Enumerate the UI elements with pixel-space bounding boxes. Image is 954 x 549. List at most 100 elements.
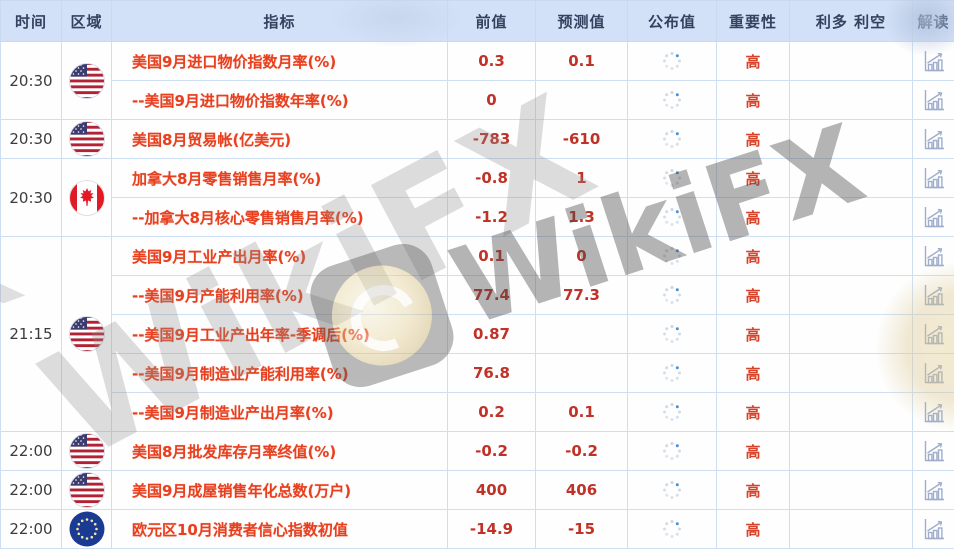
previous-value: 0.1 <box>447 236 536 276</box>
eu-flag-icon <box>68 511 106 548</box>
previous-value: 0.3 <box>447 41 536 81</box>
region-cell <box>61 41 112 120</box>
importance-badge: 高 <box>716 158 790 198</box>
importance-badge: 高 <box>716 197 790 237</box>
table-row[interactable]: 21:15 <box>0 236 954 432</box>
chart-icon[interactable] <box>921 243 947 269</box>
forecast-value: -0.2 <box>535 431 628 471</box>
chart-icon[interactable] <box>921 126 947 152</box>
loading-spinner-icon <box>661 89 683 111</box>
previous-value: 400 <box>447 470 536 510</box>
time-cell: 22:00 <box>0 509 62 549</box>
time-cell: 22:00 <box>0 431 62 471</box>
published-value-cell <box>627 392 717 432</box>
bias-cell <box>789 236 913 276</box>
bias-cell <box>789 80 913 120</box>
published-value-cell <box>627 431 717 471</box>
interpretation-cell[interactable] <box>912 353 954 393</box>
table-row[interactable]: 22:00 欧元区10月消费者信心指数初值 -14.9 -15 <box>0 509 954 549</box>
previous-value: 0.2 <box>447 392 536 432</box>
forecast-value: 406 <box>535 470 628 510</box>
time-cell: 22:00 <box>0 470 62 510</box>
importance-badge: 高 <box>716 353 790 393</box>
table-row[interactable]: --美国9月工业产出年率-季调后(%) 0.87 高 <box>1 314 954 354</box>
chart-icon[interactable] <box>921 282 947 308</box>
interpretation-cell[interactable] <box>912 431 954 471</box>
chart-icon[interactable] <box>921 360 947 386</box>
interpretation-cell[interactable] <box>912 197 954 237</box>
bias-cell <box>789 509 913 549</box>
table-row[interactable]: --美国9月产能利用率(%) 77.4 77.3 高 <box>1 275 954 315</box>
previous-value: 76.8 <box>447 353 536 393</box>
forecast-value <box>535 353 628 393</box>
chart-icon[interactable] <box>921 477 947 503</box>
indicator-cell: 美国9月工业产出月率(%) <box>111 236 448 276</box>
interpretation-cell[interactable] <box>912 236 954 276</box>
previous-value: -0.8 <box>447 158 536 198</box>
loading-spinner-icon <box>661 479 683 501</box>
bias-cell <box>789 392 913 432</box>
chart-icon[interactable] <box>921 204 947 230</box>
chart-icon[interactable] <box>921 321 947 347</box>
loading-spinner-icon <box>661 440 683 462</box>
previous-value: 0 <box>447 80 536 120</box>
importance-badge: 高 <box>716 314 790 354</box>
table-row[interactable]: --美国9月进口物价指数年率(%) 0 高 <box>1 80 954 120</box>
interpretation-cell[interactable] <box>912 158 954 198</box>
region-cell <box>61 509 112 549</box>
interpretation-cell[interactable] <box>912 314 954 354</box>
chart-icon[interactable] <box>921 438 947 464</box>
forecast-value: 77.3 <box>535 275 628 315</box>
us-flag-icon <box>68 433 106 470</box>
interpretation-cell[interactable] <box>912 119 954 159</box>
chart-icon[interactable] <box>921 48 947 74</box>
previous-value: 0.87 <box>447 314 536 354</box>
col-header-published: 公布值 <box>627 0 717 42</box>
col-header-time: 时间 <box>0 0 62 42</box>
published-value-cell <box>627 80 717 120</box>
loading-spinner-icon <box>661 50 683 72</box>
region-cell <box>61 470 112 510</box>
interpretation-cell[interactable] <box>912 470 954 510</box>
chart-icon[interactable] <box>921 516 947 542</box>
col-header-region: 区域 <box>61 0 112 42</box>
table-row[interactable]: 22:00 <box>0 431 954 471</box>
bias-cell <box>789 158 913 198</box>
table-row[interactable]: 22:00 <box>0 470 954 510</box>
importance-badge: 高 <box>716 470 790 510</box>
importance-badge: 高 <box>716 236 790 276</box>
interpretation-cell[interactable] <box>912 509 954 549</box>
chart-icon[interactable] <box>921 399 947 425</box>
interpretation-cell[interactable] <box>912 392 954 432</box>
bias-cell <box>789 314 913 354</box>
interpretation-cell[interactable] <box>912 80 954 120</box>
interpretation-cell[interactable] <box>912 275 954 315</box>
published-value-cell <box>627 314 717 354</box>
previous-value: 77.4 <box>447 275 536 315</box>
table-row[interactable]: 20:30 加拿大8月零售销售月率(%) -0.8 1 <box>0 158 954 237</box>
previous-value: -0.2 <box>447 431 536 471</box>
published-value-cell <box>627 41 717 81</box>
chart-icon[interactable] <box>921 165 947 191</box>
indicator-cell: 美国9月成屋销售年化总数(万户) <box>111 470 448 510</box>
bias-cell <box>789 197 913 237</box>
col-header-importance: 重要性 <box>716 0 790 42</box>
table-row[interactable]: 20:30 <box>0 41 954 120</box>
table-row[interactable]: 20:30 <box>0 119 954 159</box>
published-value-cell <box>627 158 717 198</box>
interpretation-cell[interactable] <box>912 41 954 81</box>
table-row[interactable]: --美国9月制造业产能利用率(%) 76.8 高 <box>1 353 954 393</box>
loading-spinner-icon <box>661 518 683 540</box>
indicator-cell: --加拿大8月核心零售销售月率(%) <box>111 197 448 237</box>
chart-icon[interactable] <box>921 87 947 113</box>
table-row[interactable]: --加拿大8月核心零售销售月率(%) -1.2 1.3 高 <box>1 197 954 237</box>
indicator-cell: --美国9月工业产出年率-季调后(%) <box>111 314 448 354</box>
ca-flag-icon <box>68 179 106 217</box>
col-header-interpretation: 解读 <box>912 0 954 42</box>
published-value-cell <box>627 236 717 276</box>
importance-badge: 高 <box>716 41 790 81</box>
us-flag-icon <box>68 62 106 100</box>
table-row[interactable]: --美国9月制造业产出月率(%) 0.2 0.1 高 <box>1 392 954 432</box>
region-cell <box>61 431 112 471</box>
